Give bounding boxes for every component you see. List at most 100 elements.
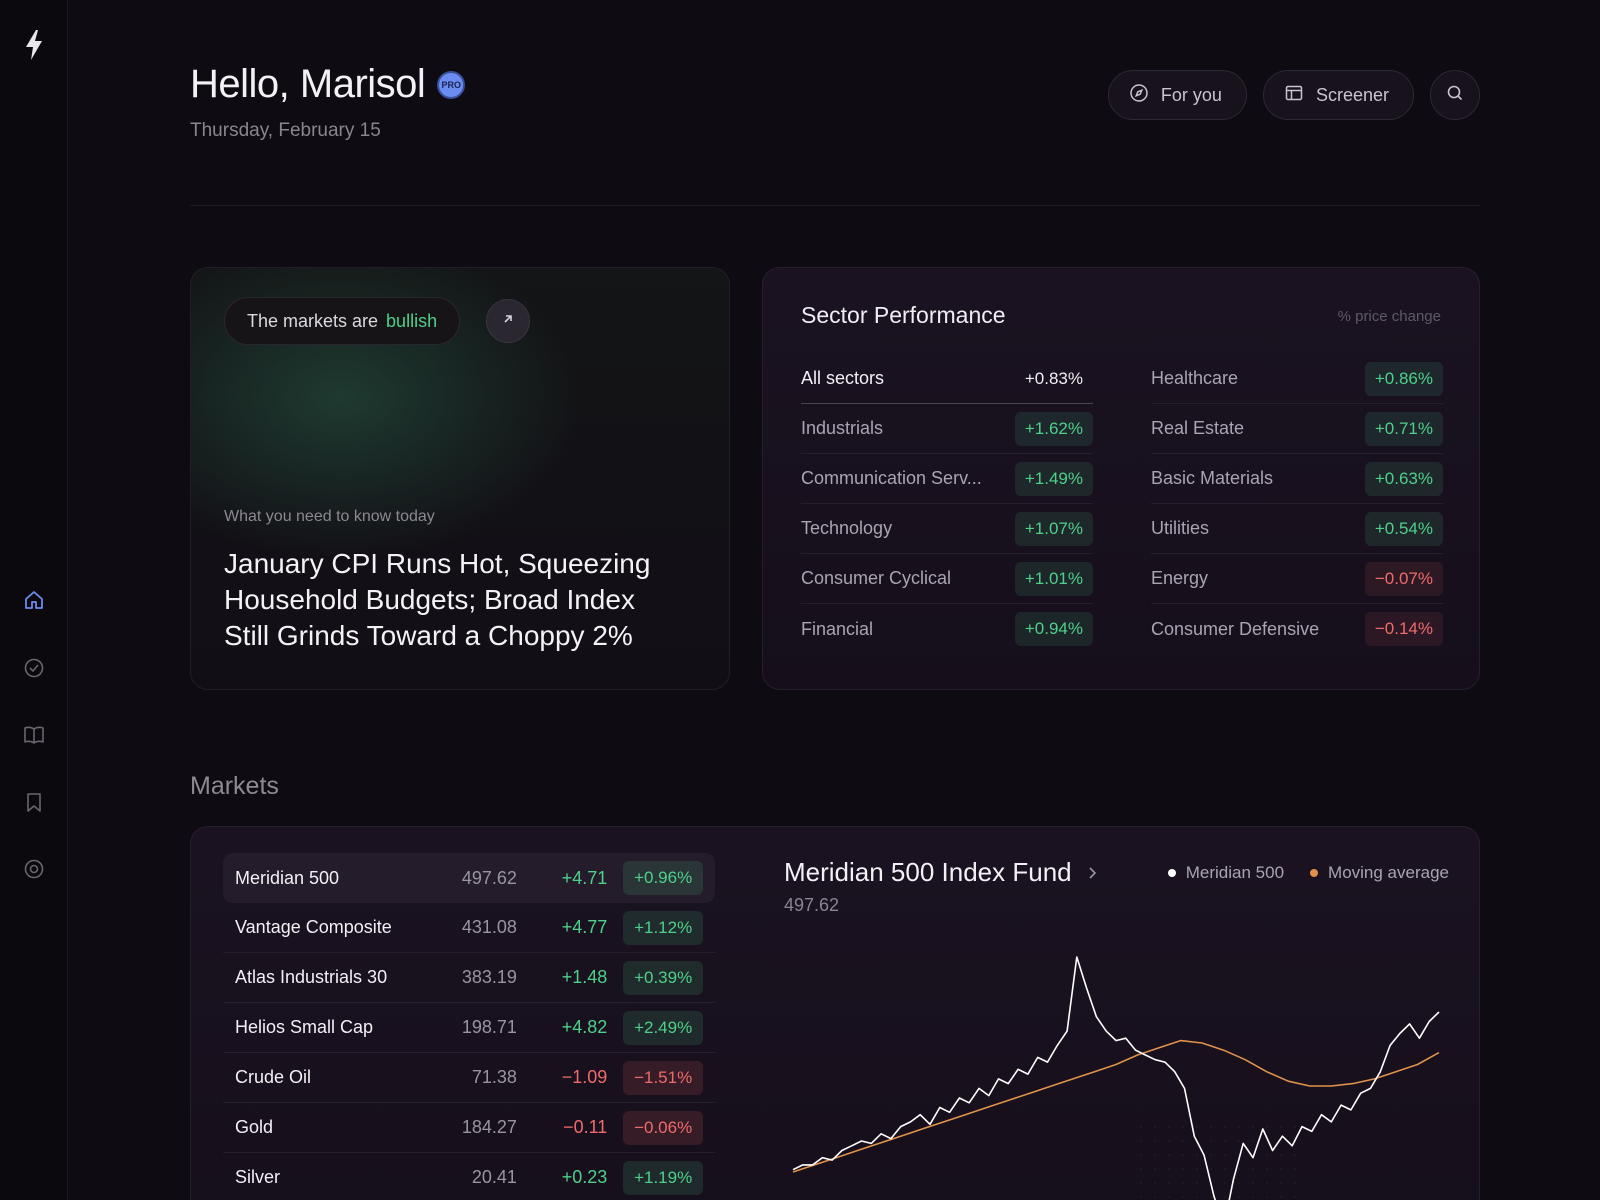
screener-label: Screener <box>1315 84 1389 105</box>
sector-name: Healthcare <box>1151 368 1239 388</box>
grid-dot <box>1210 1196 1212 1198</box>
grid-dot <box>1294 1196 1296 1198</box>
sector-row[interactable]: Communication Serv... +1.49% <box>801 454 1093 504</box>
sector-row[interactable]: Industrials +1.62% <box>801 404 1093 454</box>
grid-dot <box>1238 1126 1240 1128</box>
chart-legend: Meridian 500 Moving average <box>1167 863 1449 883</box>
sector-change: +1.62% <box>1014 411 1093 446</box>
market-price: 71.38 <box>471 1067 517 1087</box>
news-headline[interactable]: January CPI Runs Hot, Squeezing Househol… <box>224 548 651 651</box>
check-circle-icon[interactable] <box>22 656 46 680</box>
header-divider <box>190 205 1480 206</box>
market-name: Gold <box>235 1117 274 1137</box>
sector-name: Consumer Cyclical <box>801 568 952 588</box>
news-kicker: What you need to know today <box>224 508 435 525</box>
market-name: Vantage Composite <box>235 917 392 937</box>
home-icon[interactable] <box>22 588 46 612</box>
fund-title-link[interactable]: Meridian 500 Index Fund <box>784 857 1098 888</box>
grid-dot <box>1266 1168 1268 1170</box>
sector-name: Financial <box>801 618 874 639</box>
grid-dot <box>1182 1196 1184 1198</box>
market-row[interactable]: Atlas Industrials 30 383.19 +1.48 +0.39% <box>223 953 715 1003</box>
sector-subtitle: % price change <box>1337 308 1441 325</box>
sector-row[interactable]: Financial +0.94% <box>801 604 1093 654</box>
market-sentiment-pill: The markets are bullish <box>224 297 461 345</box>
grid-dot <box>1168 1196 1170 1198</box>
sector-row[interactable]: Basic Materials +0.63% <box>1151 454 1443 504</box>
market-price: 383.19 <box>461 967 517 987</box>
grid-dot <box>1196 1168 1198 1170</box>
arrow-up-right-icon <box>501 312 515 331</box>
market-row[interactable]: Gold 184.27 −0.11 −0.06% <box>223 1103 715 1153</box>
grid-dot <box>1168 1182 1170 1184</box>
for-you-button[interactable]: For you <box>1107 70 1247 120</box>
bookmark-icon[interactable] <box>22 790 46 814</box>
grid-dot <box>1266 1196 1268 1198</box>
grid-dot <box>1238 1140 1240 1142</box>
sector-performance-card: Sector Performance % price change All se… <box>762 267 1480 690</box>
market-row[interactable]: Crude Oil 71.38 −1.09 −1.51% <box>223 1053 715 1103</box>
sector-column-right: Healthcare +0.86% Real Estate +0.71% Basic M… <box>1151 354 1443 654</box>
legend-item-moving-average: Moving average <box>1310 863 1449 883</box>
grid-dot <box>1154 1126 1156 1128</box>
sector-name: Communication Serv... <box>801 468 982 488</box>
sector-row[interactable]: Real Estate +0.71% <box>1151 404 1443 454</box>
sector-row[interactable]: All sectors +0.83% <box>801 354 1093 404</box>
grid-dot <box>1294 1126 1296 1128</box>
for-you-label: For you <box>1160 84 1222 105</box>
market-change-percent: +1.12% <box>623 910 703 945</box>
legend-label-series: Meridian 500 <box>1185 863 1285 882</box>
market-row[interactable]: Helios Small Cap 198.71 +4.82 +2.49% <box>223 1003 715 1053</box>
current-date: Thursday, February 15 <box>190 120 381 141</box>
grid-dot <box>1252 1182 1254 1184</box>
sector-row[interactable]: Consumer Defensive −0.14% <box>1151 604 1443 654</box>
sector-name: Real Estate <box>1151 418 1245 438</box>
market-row[interactable]: Meridian 500 497.62 +4.71 +0.96% <box>223 853 715 903</box>
market-name: Helios Small Cap <box>235 1017 374 1037</box>
grid-dot <box>1238 1196 1240 1198</box>
grid-dot <box>1224 1126 1226 1128</box>
sector-name: Basic Materials <box>1151 468 1274 488</box>
sector-row[interactable]: Utilities +0.54% <box>1151 504 1443 554</box>
sector-row[interactable]: Energy −0.07% <box>1151 554 1443 604</box>
grid-dot <box>1252 1168 1254 1170</box>
sector-row[interactable]: Healthcare +0.86% <box>1151 354 1443 404</box>
grid-dot <box>1252 1126 1254 1128</box>
news-card[interactable]: The markets are bullish What you need to… <box>190 267 730 690</box>
grid-dot <box>1154 1182 1156 1184</box>
market-change: +0.23 <box>561 1167 608 1187</box>
moving-average-line <box>792 1039 1440 1173</box>
sidebar <box>0 0 68 1200</box>
legend-item-series: Meridian 500 <box>1167 863 1285 883</box>
grid-dot <box>1182 1126 1184 1128</box>
sector-row[interactable]: Consumer Cyclical +1.01% <box>801 554 1093 604</box>
sector-change: −0.14% <box>1364 612 1443 646</box>
grid-dot <box>1182 1140 1184 1142</box>
fund-title: Meridian 500 Index Fund <box>784 857 1072 887</box>
market-change-percent: +1.19% <box>623 1160 703 1195</box>
grid-dot <box>1154 1154 1156 1156</box>
target-icon[interactable] <box>22 857 46 881</box>
grid-dot <box>1140 1196 1142 1198</box>
grid-dot <box>1210 1154 1212 1156</box>
market-change: +4.82 <box>561 1017 608 1037</box>
price-line <box>792 956 1440 1200</box>
market-price: 431.08 <box>461 917 517 937</box>
fund-price: 497.62 <box>784 895 840 915</box>
market-row[interactable]: Vantage Composite 431.08 +4.77 +1.12% <box>223 903 715 953</box>
screener-button[interactable]: Screener <box>1262 70 1414 120</box>
search-button[interactable] <box>1430 70 1480 120</box>
grid-dot <box>1168 1126 1170 1128</box>
sector-row[interactable]: Technology +1.07% <box>801 504 1093 554</box>
market-change: +4.71 <box>561 867 608 888</box>
market-change-percent: −0.06% <box>623 1110 703 1145</box>
lightning-icon[interactable] <box>22 28 46 62</box>
market-row[interactable]: Silver 20.41 +0.23 +1.19% <box>223 1153 715 1200</box>
sector-change: +0.83% <box>1024 368 1083 388</box>
grid-dot <box>1140 1154 1142 1156</box>
open-sentiment-button[interactable] <box>486 299 530 343</box>
grid-dot <box>1182 1168 1184 1170</box>
book-icon[interactable] <box>22 723 46 747</box>
grid-dot <box>1140 1126 1142 1128</box>
market-price: 497.62 <box>461 867 517 888</box>
